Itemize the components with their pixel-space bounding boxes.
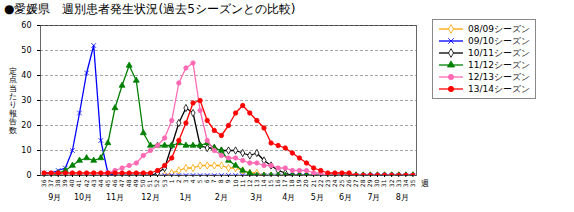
svg-text:33: 33 [395,179,402,187]
svg-text:60: 60 [21,21,31,30]
svg-text:50: 50 [21,46,31,55]
svg-text:14: 14 [260,179,267,187]
svg-text:45: 45 [104,179,111,187]
html-text:10/11シーズン: 10/11シーズン [468,48,530,58]
svg-text:10月: 10月 [74,193,92,202]
svg-text:41: 41 [75,179,82,187]
svg-text:5月: 5月 [311,193,324,202]
svg-text:25: 25 [338,179,345,187]
svg-text:20: 20 [302,179,309,187]
svg-text:17: 17 [281,179,288,187]
svg-text:5: 5 [196,179,203,183]
html-text:13/14シーズン: 13/14シーズン [468,84,530,94]
svg-text:3月: 3月 [250,193,263,202]
svg-text:22: 22 [317,179,324,187]
svg-text:32: 32 [388,179,395,187]
svg-text:28: 28 [359,179,366,187]
svg-text:0: 0 [26,171,31,180]
svg-text:18: 18 [288,179,295,187]
html-text:●愛媛県 週別患者発生状況(過去5シーズンとの比較): ●愛媛県 週別患者発生状況(過去5シーズンとの比較) [4,2,296,16]
svg-text:49: 49 [132,179,139,187]
svg-text:20: 20 [21,121,31,130]
svg-text:39: 39 [61,179,68,187]
svg-text:27: 27 [352,179,359,187]
svg-text:1月: 1月 [179,193,192,202]
svg-text:10: 10 [232,179,239,187]
svg-text:6月: 6月 [339,193,352,202]
svg-text:定点当たり報告数: 定点当たり報告数 [9,67,17,135]
svg-text:4: 4 [189,179,196,183]
svg-text:8月: 8月 [396,193,409,202]
svg-text:26: 26 [345,179,352,187]
svg-text:48: 48 [125,179,132,187]
svg-text:50: 50 [139,179,146,187]
svg-text:3: 3 [182,179,189,183]
svg-text:6: 6 [203,179,210,183]
svg-text:11月: 11月 [106,193,124,202]
svg-text:9月: 9月 [48,193,61,202]
svg-text:43: 43 [90,179,97,187]
svg-text:10: 10 [21,146,31,155]
svg-text:30: 30 [21,96,31,105]
svg-text:24: 24 [331,179,338,187]
svg-text:34: 34 [402,179,409,187]
svg-text:52: 52 [153,179,160,187]
svg-text:19: 19 [295,179,302,187]
svg-text:13: 13 [253,179,260,187]
svg-text:53: 53 [161,179,168,187]
svg-text:51: 51 [146,179,153,187]
html-text:11/12シーズン: 11/12シーズン [468,60,530,70]
svg-text:44: 44 [97,179,104,187]
svg-text:42: 42 [83,179,90,187]
svg-text:7月: 7月 [367,193,380,202]
svg-text:11: 11 [239,179,246,187]
svg-text:16: 16 [274,179,281,187]
svg-text:29: 29 [366,179,373,187]
svg-text:15: 15 [267,179,274,187]
svg-text:7: 7 [210,179,217,183]
svg-text:37: 37 [47,179,54,187]
svg-text:4月: 4月 [282,193,295,202]
svg-text:31: 31 [380,179,387,187]
svg-text:40: 40 [21,71,31,80]
svg-text:9: 9 [224,179,231,183]
svg-text:30: 30 [373,179,380,187]
svg-text:35: 35 [409,179,416,187]
html-text:12/13シーズン: 12/13シーズン [468,72,530,82]
svg-text:2: 2 [175,179,182,183]
svg-text:21: 21 [310,179,317,187]
svg-text:38: 38 [54,179,61,187]
svg-text:12: 12 [246,179,253,187]
svg-text:12月: 12月 [141,193,159,202]
svg-text:40: 40 [68,179,75,187]
svg-text:1: 1 [168,179,175,183]
svg-text:47: 47 [118,179,125,187]
html-text:09/10シーズン: 09/10シーズン [468,36,530,46]
svg-text:週: 週 [421,179,429,188]
svg-text:23: 23 [324,179,331,187]
svg-text:36: 36 [40,179,47,187]
svg-text:2月: 2月 [215,193,228,202]
html-text:08/09シーズン: 08/09シーズン [468,24,530,34]
svg-text:8: 8 [217,179,224,183]
svg-text:46: 46 [111,179,118,187]
